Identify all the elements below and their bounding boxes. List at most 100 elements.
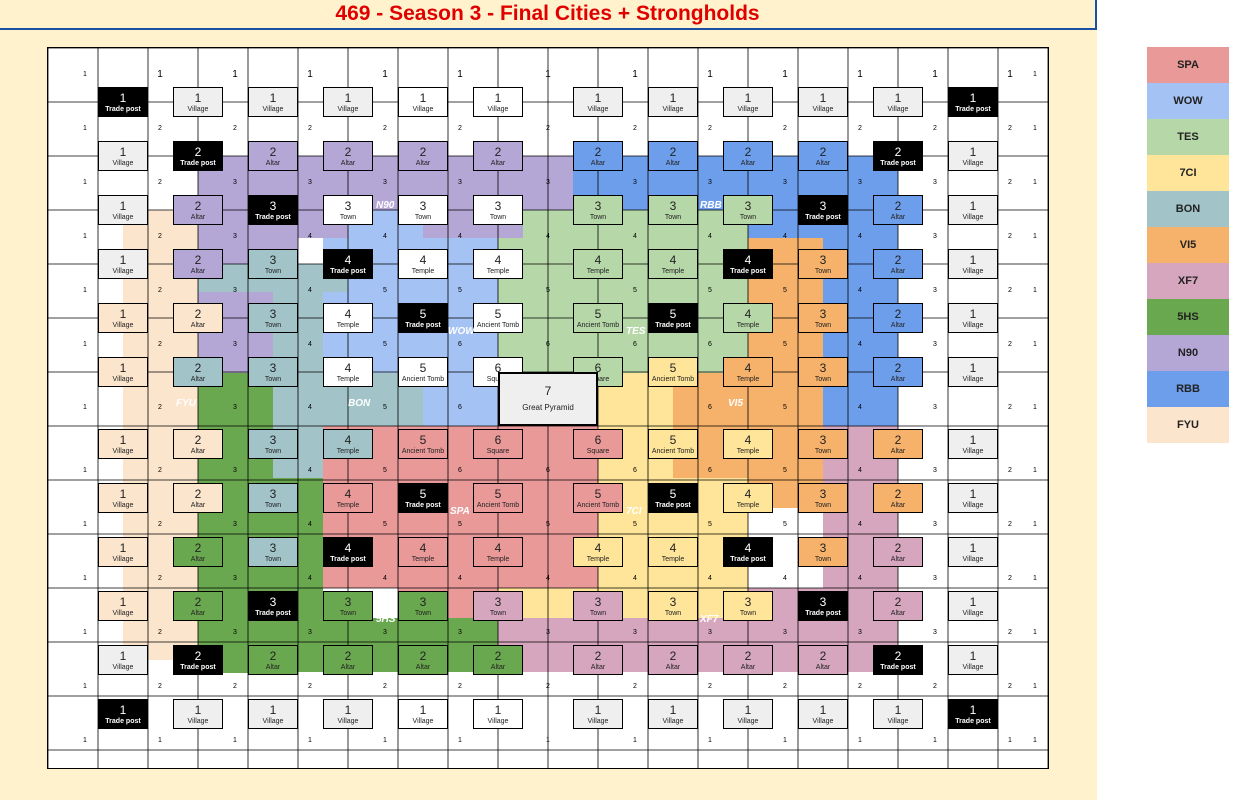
city-temple[interactable]: 4 Temple [723,357,773,387]
city-altar[interactable]: 2 Altar [473,141,523,171]
city-village[interactable]: 1 Village [798,699,848,729]
city-trade-post[interactable]: 3 Trade post [798,195,848,225]
city-village[interactable]: 1 Village [948,591,998,621]
city-town[interactable]: 3 Town [798,429,848,459]
city-town[interactable]: 3 Town [648,591,698,621]
city-temple[interactable]: 4 Temple [723,483,773,513]
city-altar[interactable]: 2 Altar [173,357,223,387]
city-altar[interactable]: 2 Altar [173,537,223,567]
city-town[interactable]: 3 Town [798,249,848,279]
city-village[interactable]: 1 Village [98,483,148,513]
city-village[interactable]: 1 Village [648,87,698,117]
city-altar[interactable]: 2 Altar [873,429,923,459]
city-village[interactable]: 1 Village [98,429,148,459]
city-temple[interactable]: 4 Temple [323,483,373,513]
city-village[interactable]: 1 Village [98,645,148,675]
city-altar[interactable]: 2 Altar [648,141,698,171]
city-altar[interactable]: 2 Altar [723,141,773,171]
city-altar[interactable]: 2 Altar [398,645,448,675]
city-village[interactable]: 1 Village [948,249,998,279]
city-trade-post[interactable]: 1 Trade post [98,699,148,729]
city-town[interactable]: 3 Town [473,195,523,225]
city-trade-post[interactable]: 5 Trade post [398,483,448,513]
city-altar[interactable]: 2 Altar [573,645,623,675]
city-village[interactable]: 1 Village [323,699,373,729]
city-village[interactable]: 1 Village [873,87,923,117]
city-village[interactable]: 1 Village [98,537,148,567]
city-village[interactable]: 1 Village [173,699,223,729]
city-town[interactable]: 3 Town [398,591,448,621]
city-trade-post[interactable]: 3 Trade post [248,195,298,225]
city-trade-post[interactable]: 5 Trade post [648,303,698,333]
city-temple[interactable]: 4 Temple [398,249,448,279]
city-village[interactable]: 1 Village [573,87,623,117]
city-village[interactable]: 1 Village [573,699,623,729]
city-village[interactable]: 1 Village [98,141,148,171]
city-village[interactable]: 1 Village [948,537,998,567]
city-village[interactable]: 1 Village [948,195,998,225]
city-village[interactable]: 1 Village [948,483,998,513]
city-altar[interactable]: 2 Altar [873,195,923,225]
city-trade-post[interactable]: 3 Trade post [798,591,848,621]
city-altar[interactable]: 2 Altar [248,141,298,171]
city-temple[interactable]: 4 Temple [323,303,373,333]
city-trade-post[interactable]: 4 Trade post [323,537,373,567]
city-town[interactable]: 3 Town [648,195,698,225]
city-town[interactable]: 3 Town [323,591,373,621]
city-town[interactable]: 3 Town [473,591,523,621]
city-altar[interactable]: 2 Altar [323,141,373,171]
city-town[interactable]: 3 Town [248,249,298,279]
city-village[interactable]: 1 Village [473,699,523,729]
city-village[interactable]: 1 Village [98,591,148,621]
city-ancient-tomb[interactable]: 5 Ancient Tomb [648,429,698,459]
city-altar[interactable]: 2 Altar [323,645,373,675]
city-altar[interactable]: 2 Altar [798,141,848,171]
city-village[interactable]: 1 Village [873,699,923,729]
city-altar[interactable]: 2 Altar [873,483,923,513]
city-ancient-tomb[interactable]: 5 Ancient Tomb [648,357,698,387]
city-trade-post[interactable]: 5 Trade post [648,483,698,513]
city-village[interactable]: 1 Village [98,195,148,225]
city-altar[interactable]: 2 Altar [873,591,923,621]
city-temple[interactable]: 4 Temple [323,429,373,459]
city-town[interactable]: 3 Town [798,357,848,387]
city-altar[interactable]: 2 Altar [873,303,923,333]
city-town[interactable]: 3 Town [248,303,298,333]
city-trade-post[interactable]: 1 Trade post [98,87,148,117]
city-village[interactable]: 1 Village [98,303,148,333]
city-town[interactable]: 3 Town [573,591,623,621]
city-altar[interactable]: 2 Altar [173,249,223,279]
city-temple[interactable]: 4 Temple [473,537,523,567]
city-altar[interactable]: 2 Altar [173,429,223,459]
city-great-pyramid[interactable]: 7 Great Pyramid [498,372,598,426]
city-village[interactable]: 1 Village [723,87,773,117]
city-trade-post[interactable]: 2 Trade post [873,141,923,171]
city-ancient-tomb[interactable]: 5 Ancient Tomb [473,483,523,513]
city-temple[interactable]: 4 Temple [723,429,773,459]
city-altar[interactable]: 2 Altar [248,645,298,675]
city-altar[interactable]: 2 Altar [798,645,848,675]
city-village[interactable]: 1 Village [948,429,998,459]
city-town[interactable]: 3 Town [248,357,298,387]
city-altar[interactable]: 2 Altar [573,141,623,171]
city-temple[interactable]: 4 Temple [648,249,698,279]
city-village[interactable]: 1 Village [648,699,698,729]
city-temple[interactable]: 4 Temple [723,303,773,333]
city-trade-post[interactable]: 2 Trade post [173,141,223,171]
city-trade-post[interactable]: 2 Trade post [173,645,223,675]
city-altar[interactable]: 2 Altar [398,141,448,171]
city-trade-post[interactable]: 4 Trade post [323,249,373,279]
city-altar[interactable]: 2 Altar [173,483,223,513]
city-ancient-tomb[interactable]: 5 Ancient Tomb [473,303,523,333]
city-altar[interactable]: 2 Altar [473,645,523,675]
city-town[interactable]: 3 Town [248,429,298,459]
city-altar[interactable]: 2 Altar [873,357,923,387]
city-village[interactable]: 1 Village [798,87,848,117]
city-trade-post[interactable]: 3 Trade post [248,591,298,621]
city-ancient-tomb[interactable]: 5 Ancient Tomb [573,483,623,513]
city-village[interactable]: 1 Village [948,303,998,333]
city-trade-post[interactable]: 1 Trade post [948,699,998,729]
city-village[interactable]: 1 Village [473,87,523,117]
city-village[interactable]: 1 Village [98,249,148,279]
